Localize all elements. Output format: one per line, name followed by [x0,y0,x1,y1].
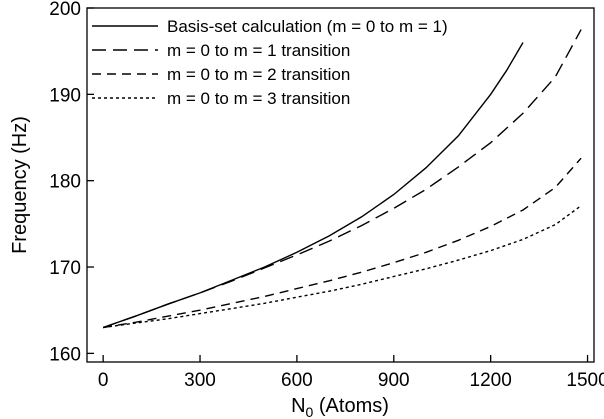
series-layer [102,29,582,329]
x-tick-label: 300 [184,370,216,391]
y-axis-title: Frequency (Hz) [9,116,31,254]
x-tick-label: 1500 [566,370,604,391]
x-tick-label: 1200 [470,370,512,391]
series-line-2 [102,29,582,329]
legend-label-2: m = 0 to m = 1 transition [167,41,350,60]
legend-label-1: Basis-set calculation (m = 0 to m = 1) [167,17,448,36]
y-tick-label: 200 [49,0,81,20]
y-tick-label: 170 [49,258,81,279]
x-axis-title-subscript: 0 [306,404,314,419]
x-axis-title: N0 (Atoms) [291,395,389,419]
x-tick-label: 600 [281,370,313,391]
ticks-layer: 0 300 600 900 1200 1500 160 170 180 190 200 [49,0,604,391]
x-axis-title-rest: (Atoms) [313,395,389,417]
legend: Basis-set calculation (m = 0 to m = 1) m … [92,17,448,108]
series-line-3 [102,157,582,329]
series-line-4 [103,205,582,329]
x-tick-label: 0 [98,370,109,391]
y-tick-label: 190 [49,85,81,106]
legend-label-4: m = 0 to m = 3 transition [167,89,350,108]
x-tick-label: 900 [378,370,410,391]
y-tick-label: 160 [49,344,81,365]
legend-label-3: m = 0 to m = 2 transition [167,65,350,84]
y-tick-label: 180 [49,172,81,193]
plot-frame [86,7,595,363]
x-axis-title-main: N [291,395,305,417]
series-line-1 [102,42,524,329]
